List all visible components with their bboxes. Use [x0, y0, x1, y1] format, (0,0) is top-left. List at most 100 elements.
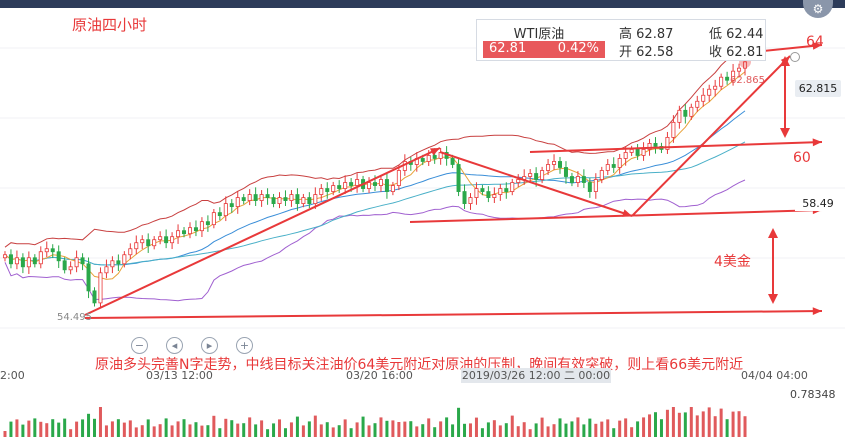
candle-body [319, 188, 324, 195]
plus-icon[interactable]: + [236, 337, 253, 354]
volume-bar [695, 415, 699, 437]
candle-body [313, 194, 318, 204]
volume-bar [218, 428, 222, 437]
volume-bar [397, 422, 401, 437]
volume-bar [642, 417, 646, 437]
settings-icon[interactable]: ⚙ [803, 0, 833, 18]
volume-bar [486, 422, 490, 437]
volume-bar [188, 424, 192, 437]
move-4-dollar-label: 4美金 [714, 254, 751, 270]
volume-bar [236, 423, 240, 437]
volume-bar [391, 420, 395, 437]
candle-body [355, 179, 360, 186]
volume-bar [743, 416, 747, 437]
volume-bar [600, 421, 604, 437]
candle-body [677, 109, 682, 123]
volume-bar [248, 417, 252, 437]
candle-body [474, 188, 479, 198]
candle-body [486, 191, 491, 198]
price-change-badge: 62.81 0.42% [483, 41, 605, 58]
volume-bar [653, 412, 657, 437]
candle-body [110, 260, 115, 268]
candle-body [152, 239, 157, 247]
candle-body [581, 176, 586, 183]
volume-bar [212, 415, 216, 437]
volume-bar [683, 412, 687, 437]
candle-body [701, 94, 706, 102]
volume-bar [146, 419, 150, 437]
candle-body [32, 257, 37, 265]
volume-bar [439, 421, 443, 437]
current-price: 62.81 [489, 41, 527, 56]
volume-bar [480, 428, 484, 437]
high-value: 高 62.87 [619, 27, 674, 42]
volume-bar [295, 416, 299, 437]
volume-bar [81, 419, 85, 437]
volume-bar [492, 420, 496, 437]
top-bar [0, 0, 845, 8]
volume-bar [266, 429, 270, 437]
candle-body [289, 194, 294, 201]
x-tick-2: 03/20 16:00 [346, 369, 413, 382]
volume-bar [128, 420, 132, 437]
volume-bar [659, 419, 663, 437]
candle-body [104, 266, 109, 274]
volume-bar [355, 422, 359, 437]
volume-bar [725, 419, 729, 437]
volume-bar [254, 424, 258, 437]
ma-long-line [4, 141, 746, 266]
candle-body [128, 248, 133, 256]
volume-bar [164, 418, 168, 437]
volume-bar [331, 427, 335, 437]
volume-bar [122, 422, 126, 437]
quote-panel: WTI原油 62.81 0.42% 高 62.87 低 62.44 开 62.5… [476, 19, 766, 61]
candle-body [229, 203, 234, 208]
volume-bar [200, 425, 204, 437]
volume-bar [427, 418, 431, 437]
move-bottom-head [768, 294, 778, 304]
candle-body [2, 254, 7, 259]
candle-body [44, 248, 49, 253]
candle-body [575, 176, 580, 183]
candle-body [743, 61, 748, 69]
candle-body [241, 197, 246, 201]
volume-bar [463, 423, 467, 437]
pin-icon[interactable] [790, 52, 800, 62]
candle-body [671, 121, 676, 138]
prev-icon[interactable]: ◂ [166, 337, 183, 354]
candle-body [725, 76, 730, 81]
uptrend-arrow [84, 147, 441, 316]
candle-body [611, 164, 616, 168]
minus-icon[interactable]: − [131, 337, 148, 354]
candle-body [50, 248, 55, 253]
volume-bar [134, 427, 138, 437]
volume-bar [57, 422, 61, 437]
volume-bar [110, 421, 114, 437]
volume-bar [325, 422, 329, 437]
volume-bar [307, 421, 311, 437]
volume-bar [737, 411, 741, 437]
candle-body [146, 239, 151, 247]
volume-bar [373, 423, 377, 437]
volume-bar [582, 424, 586, 437]
volume-bar [385, 420, 389, 437]
range-bottom-head [780, 128, 790, 138]
volume-bar [671, 407, 675, 437]
volume-bar [540, 417, 544, 437]
volume-bar [63, 418, 67, 437]
candle-body [665, 136, 670, 150]
volume-bar [576, 417, 580, 437]
candle-body [295, 194, 300, 204]
volume-bar [636, 421, 640, 437]
change-percent: 0.42% [557, 41, 599, 56]
volume-bar [182, 419, 186, 437]
last-price-badge: 62.815 [795, 80, 841, 97]
next-icon[interactable]: ▸ [201, 337, 218, 354]
candle-body [605, 164, 610, 171]
candle-body [164, 236, 169, 244]
candle-body [653, 143, 658, 147]
candle-body [599, 170, 604, 180]
volume-bar [69, 429, 73, 437]
candle-body [516, 179, 521, 183]
